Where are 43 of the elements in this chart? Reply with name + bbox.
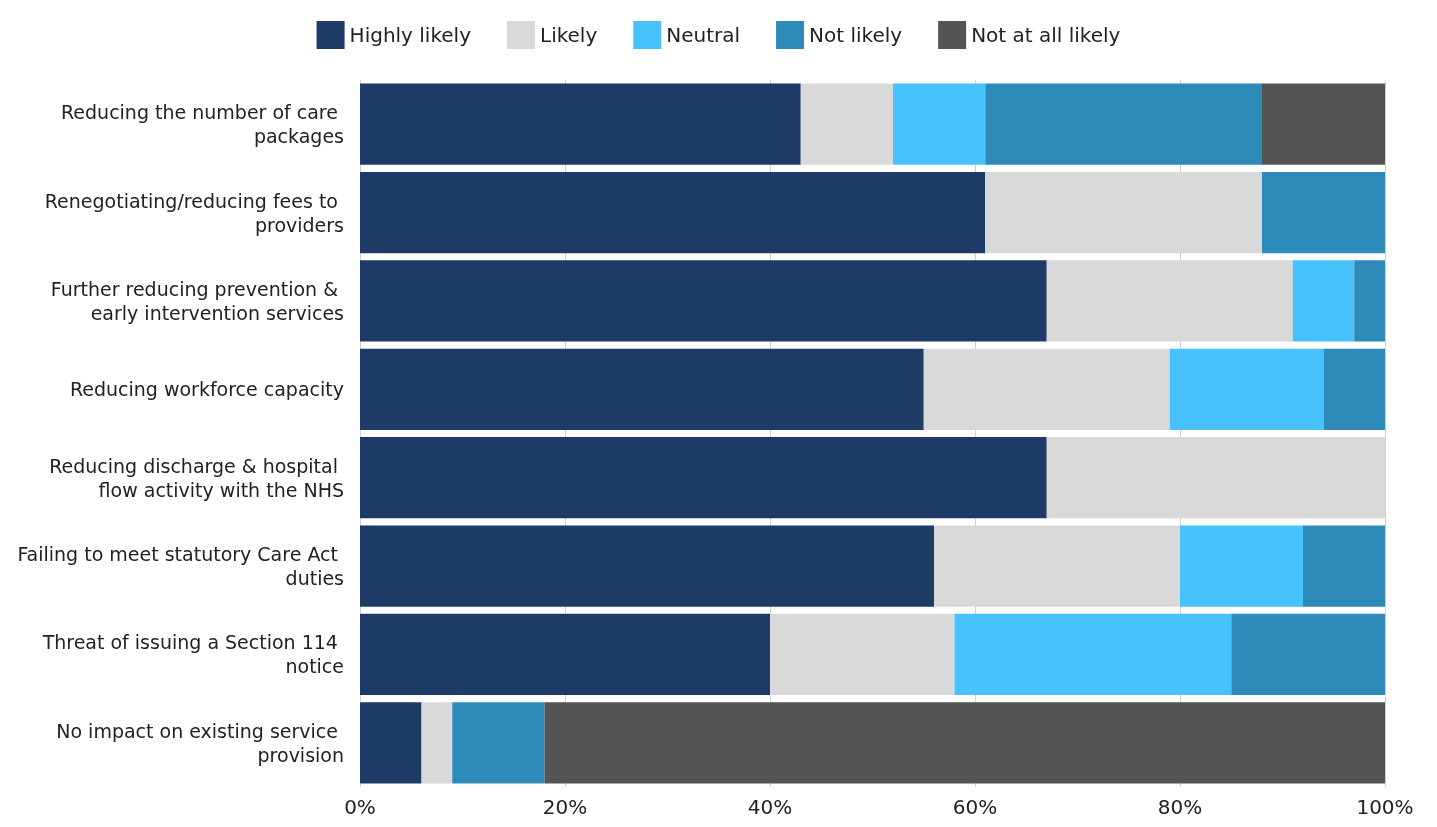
- bar: [1323, 348, 1385, 430]
- y-tick-label: Reducing the number of care packages: [61, 101, 344, 148]
- bar: [360, 525, 934, 607]
- bar: [421, 702, 453, 784]
- bar: [1169, 348, 1324, 430]
- bar: [800, 83, 893, 165]
- legend-label: Not at all likely: [971, 23, 1121, 47]
- bar: [360, 348, 924, 430]
- x-tick-label: 80%: [1157, 795, 1203, 819]
- legend-label: Neutral: [666, 23, 741, 47]
- y-tick-label: Reducing discharge & hospital flow activity with the NHS: [49, 454, 344, 501]
- x-tick-label: 20%: [542, 795, 588, 819]
- bar: [360, 83, 801, 165]
- bar: [360, 171, 986, 254]
- y-tick-label: Failing to meet statutory Care Act duties: [17, 543, 344, 590]
- bar: [893, 83, 986, 165]
- bar: [1292, 260, 1355, 342]
- y-tick-label: Renegotiating/reducing fees to providers: [44, 189, 344, 236]
- legend-label: Likely: [539, 23, 598, 47]
- y-tick-label: No impact on existing service provision: [56, 719, 344, 766]
- bar: [954, 613, 1232, 696]
- bar: [1231, 613, 1385, 696]
- bar: [360, 702, 422, 784]
- bar: [1262, 83, 1385, 165]
- bar: [1354, 260, 1385, 342]
- y-tick-label: Reducing workforce capacity: [69, 378, 344, 401]
- bar: [1262, 171, 1385, 254]
- bar: [1303, 525, 1385, 607]
- legend-label: Highly likely: [349, 23, 472, 47]
- bar: [360, 613, 770, 696]
- bar: [360, 437, 1047, 519]
- bar: [985, 83, 1262, 165]
- y-tick-label: Further reducing prevention & early intervention services: [50, 277, 344, 324]
- x-tick-label: 60%: [952, 795, 998, 819]
- bar: [544, 702, 1385, 784]
- bar: [452, 702, 545, 784]
- y-tick-label: Threat of issuing a Section 114 notice: [41, 631, 344, 678]
- legend-label: Not likely: [809, 23, 903, 47]
- x-tick-label: 0%: [344, 795, 376, 819]
- x-tick-label: 100%: [1356, 795, 1414, 819]
- bar: [1180, 525, 1303, 607]
- x-tick-label: 40%: [747, 795, 793, 819]
- bar: [360, 260, 1047, 342]
